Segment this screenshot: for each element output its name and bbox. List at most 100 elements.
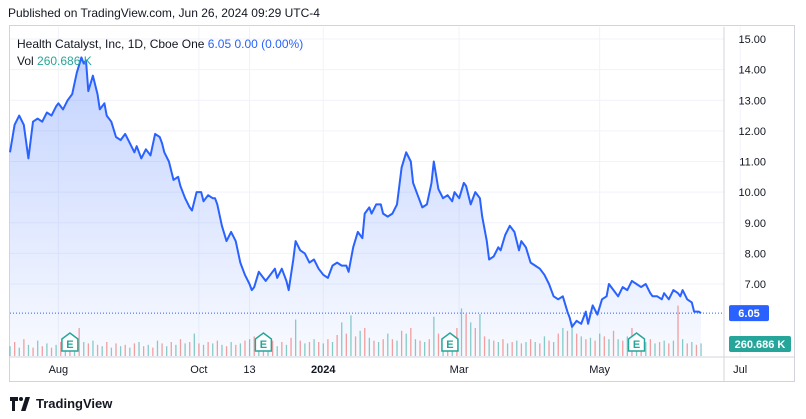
earnings-marker-label: E <box>633 339 640 351</box>
y-tick-label: 10.00 <box>738 187 766 199</box>
legend-row-volume: Vol 260.686 K <box>17 53 303 70</box>
volume-bar <box>497 342 500 356</box>
volume-bar <box>295 319 297 356</box>
earnings-marker-label: E <box>260 339 267 351</box>
volume-bar <box>106 342 108 356</box>
volume-bar <box>529 339 532 356</box>
volume-bar <box>465 314 467 356</box>
volume-bar <box>552 342 555 356</box>
volume-bar <box>18 347 20 356</box>
last-price-badge <box>729 305 769 322</box>
volume-bar <box>483 336 486 356</box>
volume-bar <box>580 336 582 356</box>
volume-bar <box>603 336 605 356</box>
volume-bar <box>354 336 357 356</box>
last-price-label: 6.05 <box>738 308 759 320</box>
volume-bar <box>691 342 693 356</box>
volume-bar <box>96 344 99 356</box>
volume-bar <box>299 340 301 356</box>
volume-bar <box>83 342 85 356</box>
volume-bar <box>87 343 90 356</box>
volume-bar <box>170 342 172 356</box>
volume-bar <box>46 343 48 356</box>
y-tick-label: 8.00 <box>745 248 766 260</box>
volume-bar <box>677 305 679 356</box>
volume-bar <box>27 344 30 356</box>
volume-bar <box>658 342 661 356</box>
volume-bar <box>649 339 652 356</box>
volume-bar <box>142 346 145 356</box>
price-area-fill <box>10 57 701 358</box>
price-line[interactable] <box>9 56 702 328</box>
volume-bar <box>539 343 541 356</box>
volume-bar <box>115 343 117 356</box>
x-tick-label: 2024 <box>311 364 336 376</box>
earnings-marker[interactable] <box>61 332 79 352</box>
volume-bar <box>700 343 702 356</box>
volume-bar <box>216 340 218 356</box>
volume-bar <box>400 330 403 356</box>
volume-bar <box>548 340 550 356</box>
x-tick-label: May <box>589 364 610 376</box>
volume-bar <box>193 333 195 356</box>
legend-row-symbol: Health Catalyst, Inc, 1D, Cboe One 6.05 … <box>17 36 303 53</box>
last-volume-badge <box>729 336 791 352</box>
volume-bar <box>589 337 592 356</box>
last-volume-label: 260.686 K <box>735 339 786 351</box>
volume-bar <box>502 339 504 356</box>
volume-bar <box>202 344 205 356</box>
volume-bar <box>290 337 292 356</box>
volume-bar <box>474 328 476 356</box>
volume-bar <box>50 347 53 356</box>
volume-bar <box>253 336 255 356</box>
volume-bar <box>327 339 329 356</box>
volume-bar <box>308 342 311 356</box>
tradingview-logo-icon <box>10 396 30 411</box>
volume-bar <box>152 347 154 356</box>
volume-bar <box>364 328 366 356</box>
y-tick-label: 11.00 <box>739 157 766 169</box>
volume-bar <box>695 344 698 356</box>
volume-bar <box>359 330 361 356</box>
volume-bar <box>271 340 274 356</box>
brand-name[interactable]: TradingView <box>36 396 113 411</box>
volume-bar <box>576 333 578 356</box>
earnings-marker[interactable] <box>254 332 273 352</box>
volume-bar <box>221 344 223 356</box>
earnings-marker[interactable] <box>441 332 459 352</box>
tradingview-footer: TradingView <box>10 396 112 411</box>
volume-bar <box>626 336 628 356</box>
y-tick-label: 13.00 <box>738 95 766 107</box>
volume-bar <box>179 339 182 356</box>
volume-bar <box>525 342 527 356</box>
volume-bar <box>313 339 315 356</box>
volume-bar <box>276 346 278 356</box>
volume-bar <box>520 343 523 356</box>
volume-bar <box>396 340 398 356</box>
y-tick-label: 12.00 <box>738 126 766 138</box>
volume-bar <box>239 343 242 356</box>
volume-bar <box>645 342 647 356</box>
earnings-marker[interactable] <box>627 332 646 352</box>
volume-label[interactable]: Vol <box>17 54 34 68</box>
volume-bar <box>488 339 490 356</box>
volume-bar <box>285 344 288 356</box>
volume-bar <box>373 340 375 356</box>
x-tick-label: 13 <box>243 364 255 376</box>
volume-bar <box>672 340 675 356</box>
volume-bar <box>516 340 518 356</box>
volume-bar <box>341 322 343 356</box>
symbol-label[interactable]: Health Catalyst, Inc, 1D, Cboe One <box>17 37 205 51</box>
volume-bar <box>387 333 389 356</box>
volume-bar <box>511 342 513 356</box>
volume-bar <box>92 340 94 356</box>
y-tick-label: 9.00 <box>745 218 766 230</box>
volume-value: 260.686 K <box>37 54 92 68</box>
volume-bar <box>686 343 688 356</box>
volume-bar <box>428 339 430 356</box>
volume-bar <box>460 308 463 356</box>
y-tick-label: 7.00 <box>745 279 766 291</box>
x-tick-label: Aug <box>49 364 69 376</box>
volume-bar <box>562 328 564 356</box>
